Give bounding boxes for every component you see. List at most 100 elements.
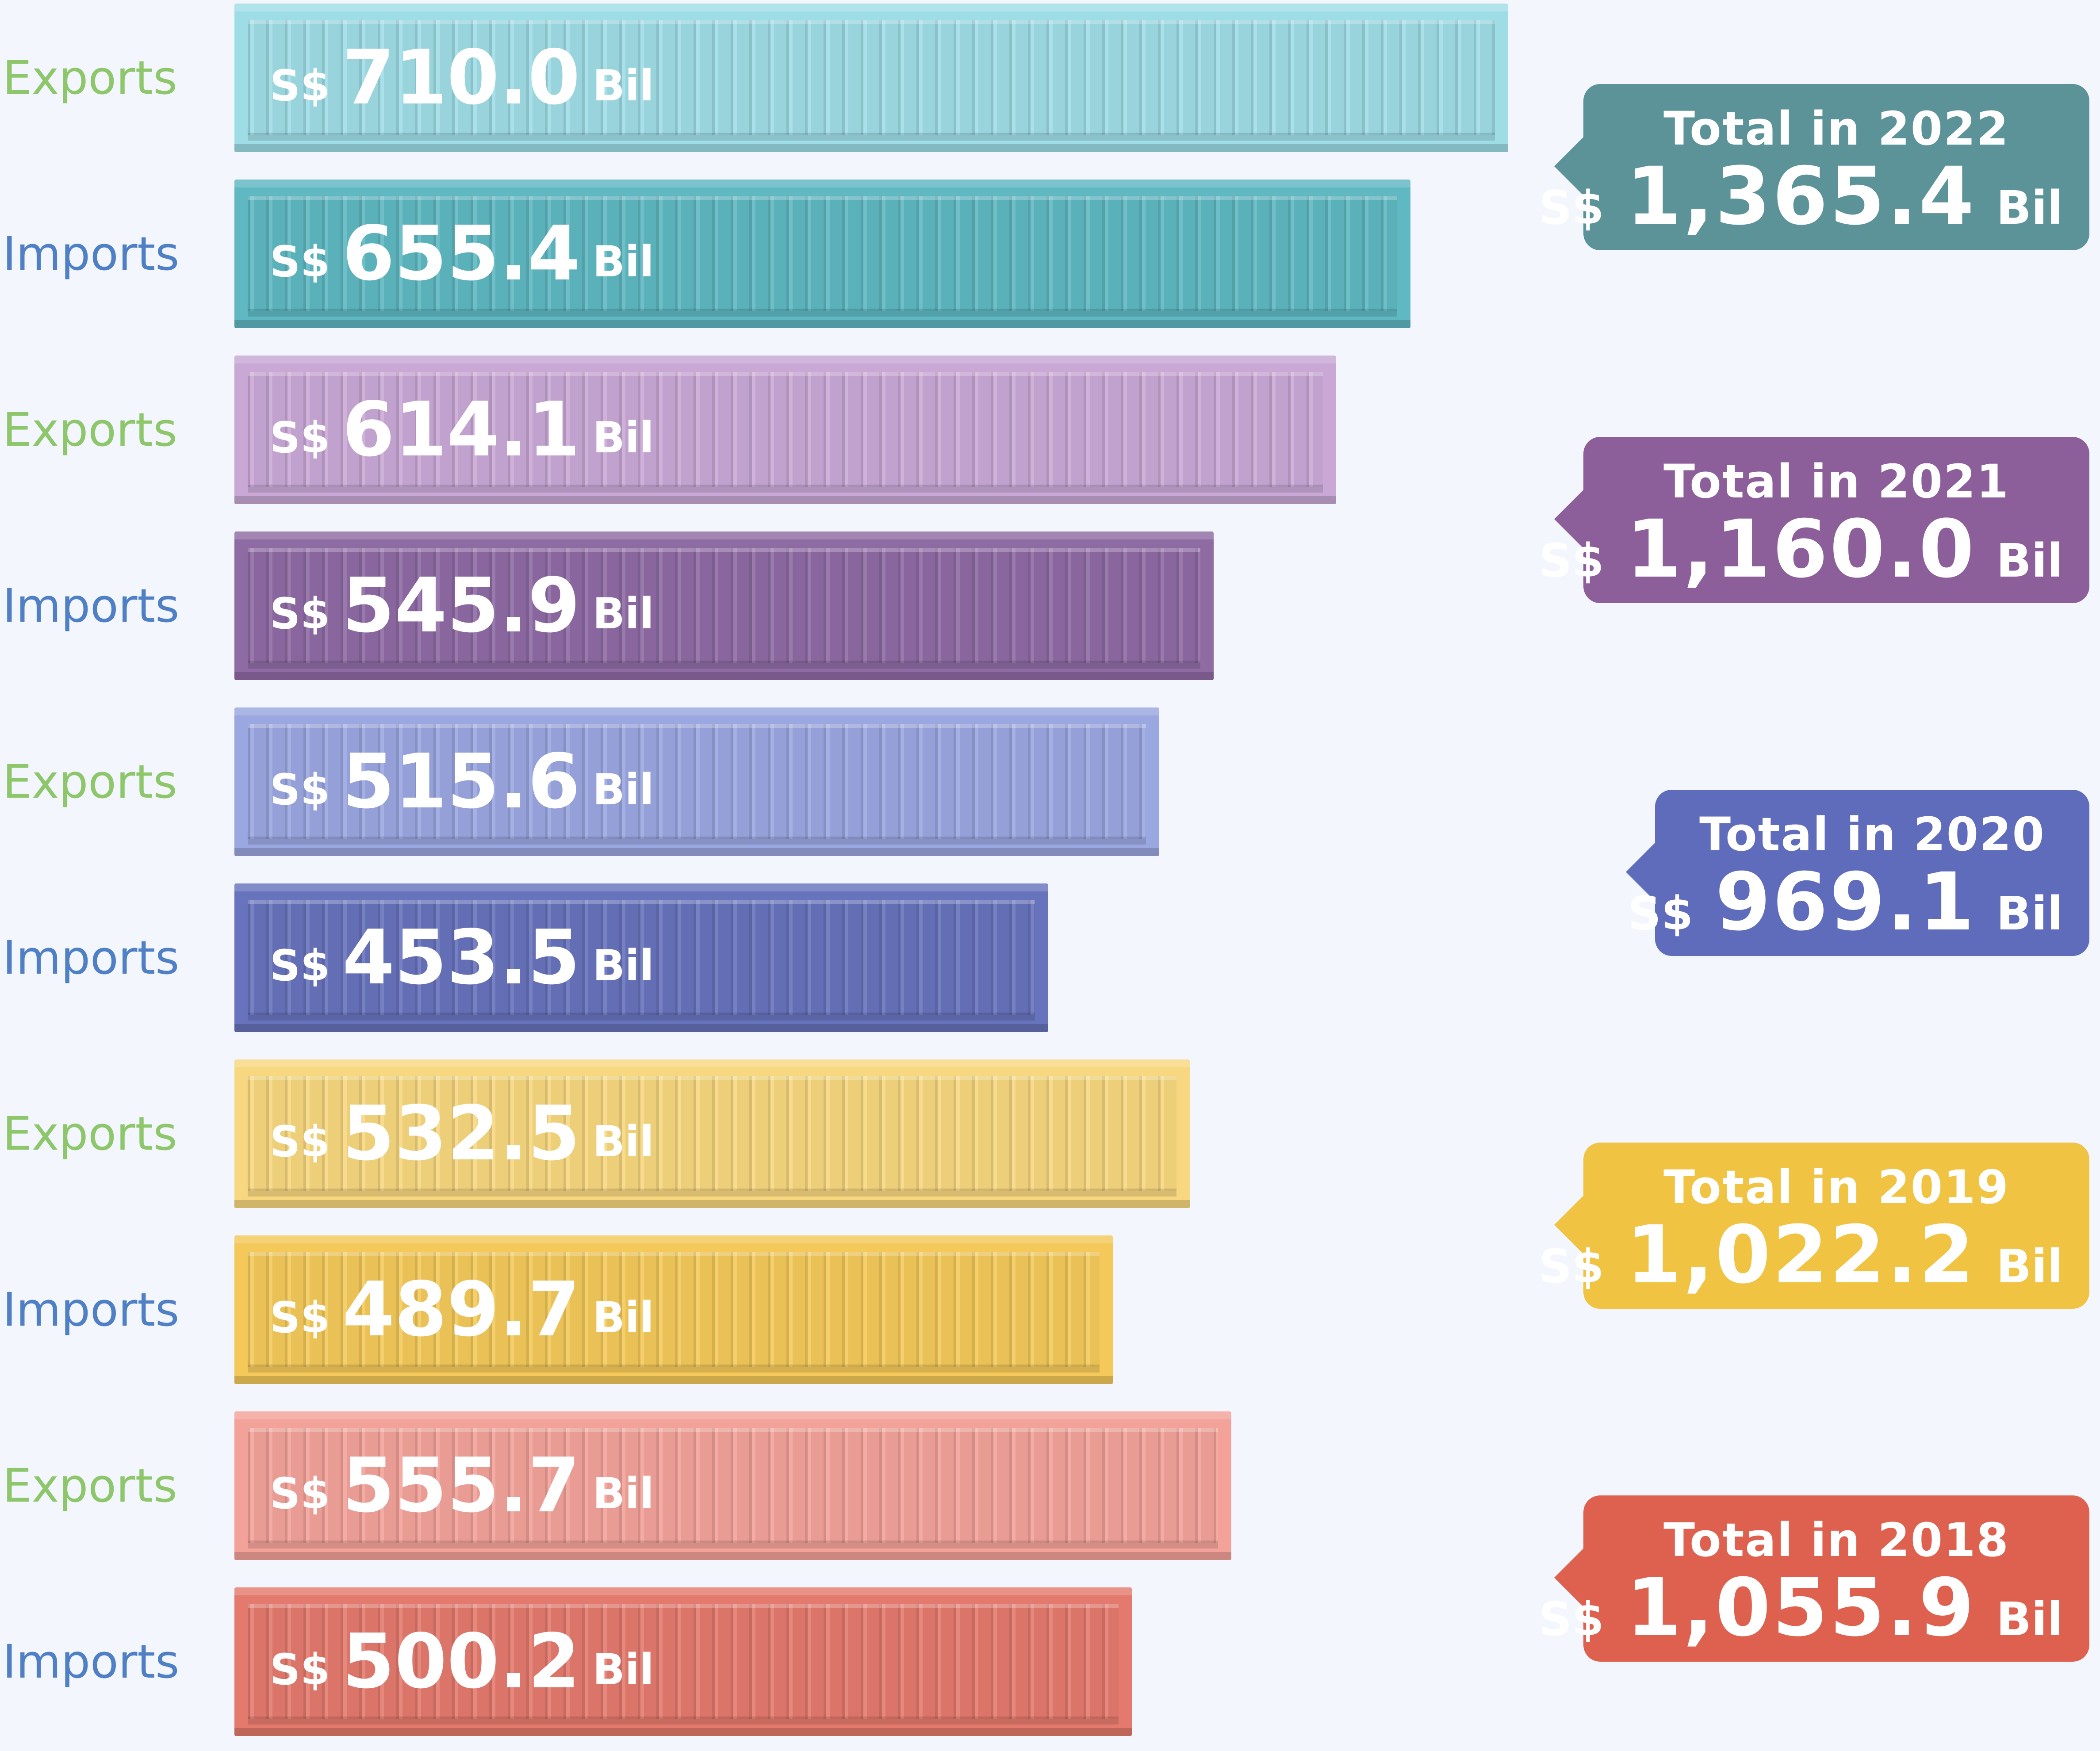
bar-unit: Bil [592, 589, 654, 638]
total-unit: Bil [1996, 181, 2063, 235]
bar-value-label: S$ 655.4 Bil [270, 180, 654, 328]
bar-currency: S$ [270, 61, 330, 111]
bar-ribs [248, 372, 1323, 487]
bar-rail-bottom [234, 496, 1336, 504]
bar-rail-bottom [234, 672, 1214, 680]
bar-ribs [248, 724, 1146, 839]
total-value-row: S$ 1,160.0 Bil [1539, 503, 2063, 596]
bar-unit: Bil [592, 61, 654, 111]
bar-rail-bottom [234, 1552, 1231, 1560]
bar-exports: S$ 555.7 Bil [234, 1411, 1231, 1560]
total-unit: Bil [1996, 1239, 2063, 1293]
bar-value: 614.1 [342, 386, 580, 474]
bar-exports: S$ 532.5 Bil [234, 1059, 1190, 1208]
bar-value-label: S$ 515.6 Bil [270, 707, 654, 856]
total-title: Total in 2020 [1699, 807, 2045, 861]
bar-unit: Bil [592, 1117, 654, 1166]
total-value: 1,022.2 [1626, 1209, 1976, 1301]
bar-rail-top [234, 531, 1214, 539]
bar-currency: S$ [270, 1117, 330, 1166]
bar-rail-low [248, 309, 1397, 317]
bar-value: 655.4 [342, 210, 580, 298]
bar-rail-top [234, 1411, 1231, 1419]
bar-value: 532.5 [342, 1090, 580, 1178]
bar-rail-bottom [234, 1376, 1113, 1384]
row-label-exports: Exports [3, 51, 177, 105]
row-label-imports: Imports [3, 931, 180, 985]
total-callout: Total in 2019 S$ 1,022.2 Bil [1539, 1143, 2089, 1309]
bar-rail-low [248, 1013, 1035, 1021]
bar-ribs [248, 196, 1397, 311]
bar-currency: S$ [270, 941, 330, 990]
bar-exports: S$ 614.1 Bil [234, 356, 1336, 504]
total-callout: Total in 2018 S$ 1,055.9 Bil [1539, 1495, 2089, 1662]
total-currency: S$ [1539, 1592, 1604, 1646]
bar-imports: S$ 453.5 Bil [234, 883, 1048, 1032]
row-label-imports: Imports [3, 227, 180, 281]
bar-rail-low [248, 133, 1495, 141]
bar-rail-top [234, 356, 1336, 363]
bar-ribs [248, 900, 1035, 1015]
bar-rail-bottom [234, 320, 1410, 328]
total-value: 1,160.0 [1626, 503, 1976, 596]
bar-ribs [248, 1252, 1100, 1367]
bar-rail-top [234, 4, 1508, 11]
bar-rail-low [248, 1717, 1119, 1724]
bar-value-label: S$ 489.7 Bil [270, 1235, 654, 1384]
bar-exports: S$ 515.6 Bil [234, 707, 1159, 856]
row-label-exports: Exports [3, 755, 177, 809]
bar-ribs [248, 20, 1495, 135]
bar-currency: S$ [270, 1293, 330, 1342]
bar-rail-low [248, 661, 1200, 669]
bar-rail-bottom [234, 1024, 1048, 1032]
bar-exports: S$ 710.0 Bil [234, 4, 1508, 152]
bar-rail-low [248, 1189, 1176, 1197]
total-currency: S$ [1539, 181, 1604, 235]
bar-currency: S$ [270, 237, 330, 287]
bar-rail-low [248, 1541, 1218, 1548]
total-value: 1,055.9 [1626, 1562, 1976, 1654]
bar-value-label: S$ 500.2 Bil [270, 1587, 654, 1736]
bar-currency: S$ [270, 413, 330, 463]
bar-rail-top [234, 1059, 1190, 1067]
bar-value-label: S$ 545.9 Bil [270, 531, 654, 680]
bar-value: 453.5 [342, 914, 580, 1002]
bar-value-label: S$ 532.5 Bil [270, 1059, 654, 1208]
total-value: 969.1 [1715, 856, 1976, 948]
bar-imports: S$ 545.9 Bil [234, 531, 1214, 680]
bar-rail-low [248, 1365, 1100, 1373]
bar-value: 489.7 [342, 1266, 580, 1353]
bar-value-label: S$ 555.7 Bil [270, 1411, 654, 1560]
total-title: Total in 2018 [1663, 1513, 2009, 1567]
bar-currency: S$ [270, 1645, 330, 1694]
bar-value-label: S$ 614.1 Bil [270, 356, 654, 504]
bar-ribs [248, 1076, 1176, 1191]
bar-currency: S$ [270, 1469, 330, 1518]
bar-rail-bottom [234, 1728, 1132, 1736]
bar-value: 555.7 [342, 1442, 580, 1529]
total-currency: S$ [1539, 534, 1604, 588]
bar-rail-bottom [234, 144, 1508, 152]
bar-value: 710.0 [342, 34, 580, 122]
bar-ribs [248, 1428, 1218, 1543]
bar-value-label: S$ 453.5 Bil [270, 883, 654, 1032]
bar-rail-top [234, 1235, 1113, 1243]
total-value-row: S$ 1,055.9 Bil [1539, 1562, 2063, 1654]
total-currency: S$ [1628, 887, 1694, 940]
row-label-imports: Imports [3, 579, 180, 633]
bar-unit: Bil [592, 941, 654, 990]
bar-unit: Bil [592, 1645, 654, 1694]
bar-value: 515.6 [342, 738, 580, 826]
bar-rail-low [248, 837, 1146, 845]
bar-unit: Bil [592, 765, 654, 814]
bar-rail-bottom [234, 848, 1159, 856]
total-title: Total in 2021 [1663, 455, 2009, 508]
bar-rail-top [234, 707, 1159, 715]
bar-unit: Bil [592, 237, 654, 287]
bar-unit: Bil [592, 413, 654, 463]
total-unit: Bil [1996, 534, 2063, 588]
total-value: 1,365.4 [1626, 150, 1976, 243]
row-label-imports: Imports [3, 1283, 180, 1337]
total-callout: Total in 2022 S$ 1,365.4 Bil [1539, 84, 2089, 250]
